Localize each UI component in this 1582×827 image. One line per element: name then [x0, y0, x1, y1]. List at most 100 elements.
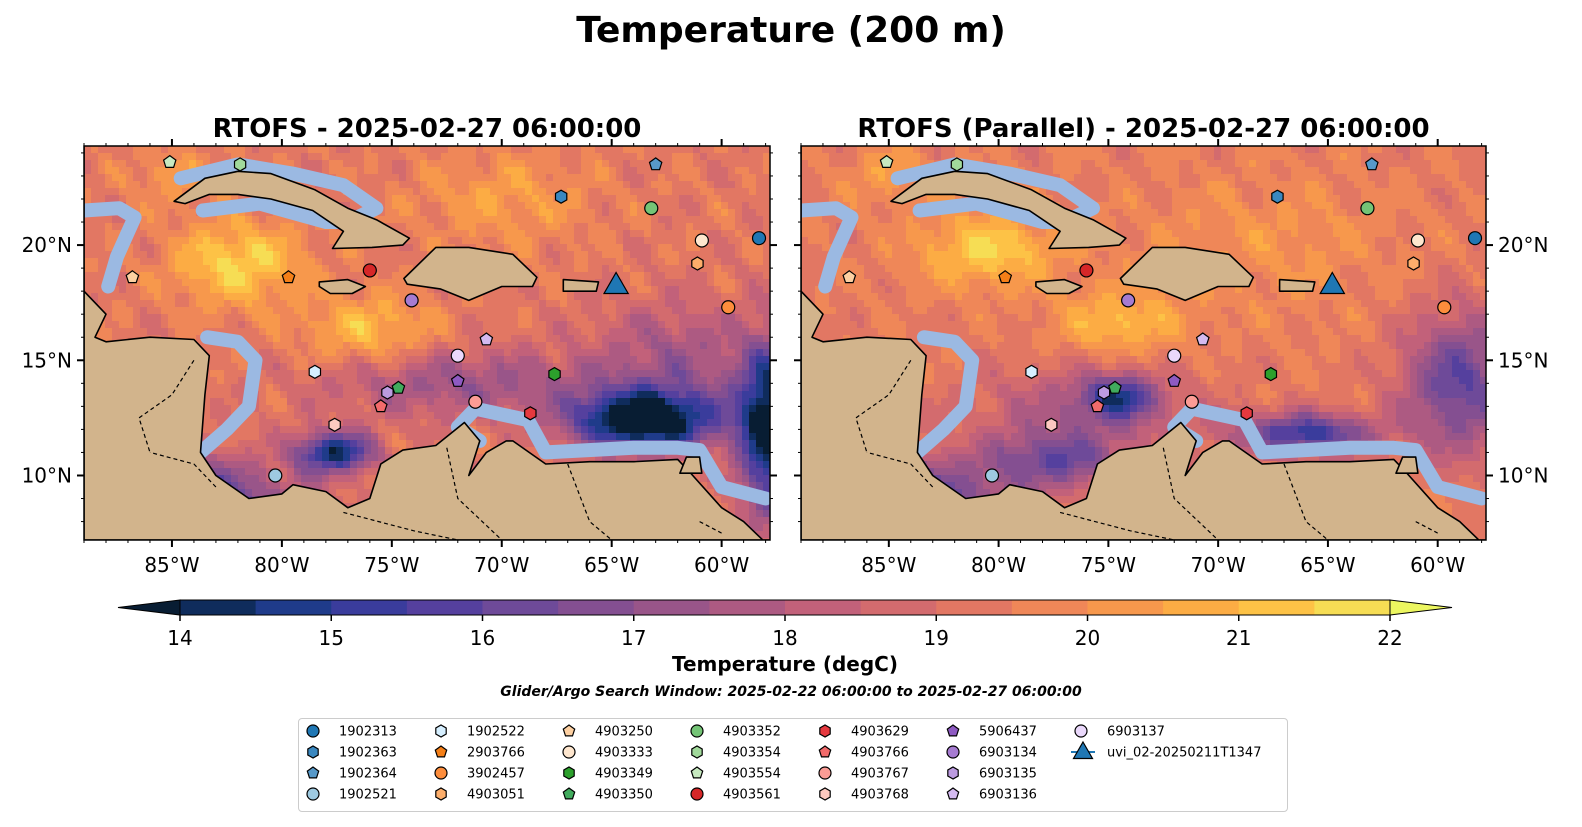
field-cell — [469, 160, 477, 168]
field-cell — [581, 230, 589, 238]
field-cell — [175, 307, 183, 315]
field-cell — [105, 314, 113, 322]
field-cell — [434, 216, 442, 224]
field-cell — [399, 258, 407, 266]
field-cell — [742, 188, 750, 196]
field-cell — [273, 244, 281, 252]
field-cell — [336, 307, 344, 315]
field-cell — [462, 146, 470, 154]
field-cell — [553, 153, 561, 161]
field-cell — [546, 440, 554, 448]
field-cell — [448, 419, 456, 427]
field-cell — [553, 223, 561, 231]
field-cell — [259, 482, 267, 490]
field-cell — [504, 356, 512, 364]
field-cell — [168, 300, 176, 308]
field-cell — [154, 314, 162, 322]
field-cell — [630, 454, 638, 462]
field-cell — [238, 293, 246, 301]
field-cell — [602, 244, 610, 252]
field-cell — [609, 167, 617, 175]
field-cell — [420, 251, 428, 259]
field-cell — [322, 454, 330, 462]
field-cell — [728, 195, 736, 203]
field-cell — [637, 412, 645, 420]
field-cell — [686, 181, 694, 189]
field-cell — [574, 153, 582, 161]
field-cell — [567, 391, 575, 399]
field-cell — [294, 146, 302, 154]
field-cell — [364, 307, 372, 315]
field-cell — [294, 419, 302, 427]
field-cell — [749, 160, 757, 168]
field-cell — [749, 209, 757, 217]
field-cell — [280, 398, 288, 406]
field-cell — [609, 405, 617, 413]
field-cell — [469, 307, 477, 315]
field-cell — [210, 391, 218, 399]
field-cell — [294, 384, 302, 392]
field-cell — [133, 258, 141, 266]
field-cell — [686, 202, 694, 210]
field-cell — [602, 398, 610, 406]
field-cell — [742, 328, 750, 336]
field-cell — [294, 370, 302, 378]
field-cell — [357, 377, 365, 385]
field-cell — [707, 188, 715, 196]
field-cell — [441, 328, 449, 336]
field-cell — [343, 195, 351, 203]
field-cell — [623, 188, 631, 196]
field-cell — [686, 167, 694, 175]
field-cell — [301, 272, 309, 280]
field-cell — [595, 377, 603, 385]
field-cell — [84, 279, 92, 287]
field-cell — [658, 265, 666, 273]
field-cell — [245, 293, 253, 301]
field-cell — [462, 209, 470, 217]
field-cell — [315, 440, 323, 448]
field-cell — [707, 363, 715, 371]
field-cell — [721, 272, 729, 280]
field-cell — [490, 335, 498, 343]
field-cell — [196, 230, 204, 238]
field-cell — [546, 314, 554, 322]
field-cell — [679, 398, 687, 406]
field-cell — [441, 230, 449, 238]
field-cell — [539, 188, 547, 196]
field-cell — [413, 391, 421, 399]
field-cell — [483, 216, 491, 224]
field-cell — [686, 321, 694, 329]
field-cell — [644, 398, 652, 406]
field-cell — [84, 153, 92, 161]
field-cell — [553, 230, 561, 238]
field-cell — [490, 433, 498, 441]
field-cell — [385, 370, 393, 378]
field-cell — [483, 230, 491, 238]
field-cell — [175, 167, 183, 175]
field-cell — [266, 286, 274, 294]
field-cell — [686, 342, 694, 350]
field-cell — [371, 293, 379, 301]
field-cell — [616, 153, 624, 161]
field-cell — [735, 349, 743, 357]
field-cell — [651, 454, 659, 462]
field-cell — [525, 286, 533, 294]
field-cell — [469, 335, 477, 343]
field-cell — [259, 405, 267, 413]
field-cell — [161, 244, 169, 252]
field-cell — [252, 419, 260, 427]
field-cell — [371, 314, 379, 322]
field-cell — [259, 153, 267, 161]
field-cell — [763, 377, 770, 385]
field-cell — [357, 174, 365, 182]
field-cell — [483, 160, 491, 168]
field-cell — [686, 300, 694, 308]
field-cell — [504, 300, 512, 308]
field-cell — [714, 160, 722, 168]
field-cell — [322, 447, 330, 455]
field-cell — [196, 307, 204, 315]
field-cell — [511, 167, 519, 175]
field-cell — [315, 482, 323, 490]
field-cell — [714, 300, 722, 308]
field-cell — [546, 195, 554, 203]
